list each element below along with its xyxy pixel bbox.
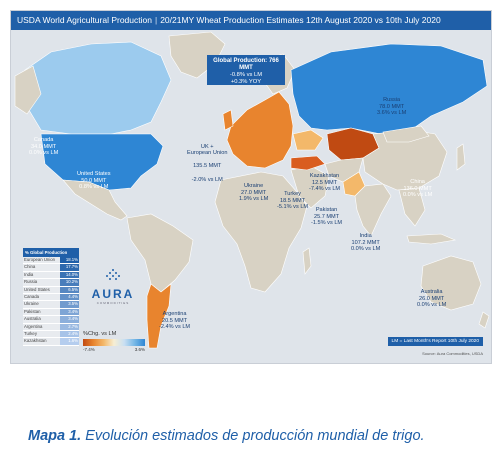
header-subtitle: 20/21MY Wheat Production Estimates 12th …: [160, 15, 441, 25]
table-country: Argentina: [23, 323, 60, 330]
table-share: 2.7%: [60, 323, 79, 330]
label-india: India 107.2 MMT 0.0% vs LM: [351, 233, 381, 253]
legend-title: %Chg. vs LM: [83, 331, 117, 337]
color-legend: %Chg. vs LM -7.4% 3.6%: [83, 331, 145, 352]
table-share: 3.4%: [60, 308, 79, 316]
table-country: Turkey: [23, 330, 60, 338]
australia-shape: [420, 255, 482, 311]
uk-shape: [222, 109, 234, 131]
indonesia-shape: [406, 233, 457, 245]
table-row: Argentina 2.7%: [23, 323, 79, 331]
table-share: 6.5%: [60, 286, 79, 293]
mexico-shape: [62, 179, 128, 221]
global-production-table: % Global Production European Union 18.1% C…: [23, 248, 79, 346]
table-row: Ukraine 3.5%: [23, 301, 79, 309]
label-united-states: United States 50.0 MMT 0.8% vs LM: [77, 171, 111, 191]
legend-gradient-bar: [83, 339, 145, 346]
aura-subtitle: COMMODITIES: [96, 301, 130, 305]
table-row: Turkey 2.4%: [23, 330, 79, 339]
table-row: Canada 4.4%: [23, 293, 79, 302]
table-row: Russia 10.2%: [23, 279, 79, 287]
table-country: Australia: [23, 316, 60, 323]
header-bar: USDA World Agricultural Production | 20/21…: [11, 11, 491, 30]
new-zealand-shape: [478, 311, 490, 329]
south-america-shape: [126, 213, 194, 293]
table-row: European Union 18.1%: [23, 257, 79, 265]
legend-max: 3.6%: [134, 347, 145, 352]
figure-caption: Mapa 1. Evolución estimados de producció…: [28, 428, 425, 444]
aura-wordmark: AURA: [91, 287, 135, 301]
table-row: China 17.7%: [23, 264, 79, 272]
map-panel: USDA World Agricultural Production | 20/21…: [10, 10, 492, 364]
japan-shape: [456, 143, 466, 171]
table-share: 14.0%: [60, 271, 79, 279]
caption-label: Mapa 1.: [28, 428, 82, 444]
label-canada: Canada 34.0 MMT 0.0% vs LM: [29, 137, 59, 157]
table-country: United States: [23, 286, 60, 293]
russia-shape: [290, 43, 488, 135]
mongolia-shape: [382, 125, 430, 143]
table-share: 4.4%: [60, 293, 79, 301]
label-kazakhstan: Kazakhstan 12.5 MMT -7.4% vs LM: [309, 173, 341, 193]
table-row: Pakistan 3.4%: [23, 308, 79, 317]
table-share: 2.4%: [60, 330, 79, 338]
usa-shape: [40, 133, 164, 191]
table-country: India: [23, 271, 60, 279]
caption-text: Evolución estimados de producción mundia…: [85, 428, 425, 444]
table-country: Russia: [23, 279, 60, 286]
label-argentina: Argentina 20.5 MMT -2.4% vs LM: [159, 311, 191, 331]
table-country: Pakistan: [23, 308, 60, 316]
label-china: China 136.0 MMT 0.0% vs LM: [403, 179, 433, 199]
header-title: USDA World Agricultural Production: [17, 15, 152, 25]
table-row: Kazakhstan 1.6%: [23, 338, 79, 346]
africa-shape: [214, 171, 308, 293]
global-production-title: Global Production: 766 MMT: [213, 58, 279, 71]
table-share: 18.1%: [60, 257, 79, 264]
world-map: [11, 30, 491, 363]
alaska-shape: [14, 65, 42, 115]
source-note: Source: Aura Commodities, USDA: [422, 351, 483, 356]
global-yoy: +0.3% YOY: [230, 79, 262, 85]
table-share: 3.5%: [60, 301, 79, 308]
table-share: 10.2%: [60, 279, 79, 286]
label-uk-eu: UK + European Union 135.5 MMT -2.0% vs L…: [187, 143, 228, 183]
table-rows: European Union 18.1% China 17.7% India 14.0% R…: [23, 257, 79, 346]
table-share: 3.4%: [60, 316, 79, 323]
table-share: 1.6%: [60, 338, 79, 345]
label-turkey: Turkey 18.5 MMT -5.1% vs LM: [277, 191, 309, 211]
table-country: Kazakhstan: [23, 338, 60, 345]
label-ukraine: Ukraine 27.0 MMT 1.9% vs LM: [239, 183, 269, 203]
table-row: United States 6.5%: [23, 286, 79, 294]
ukraine-shape: [292, 129, 324, 151]
label-australia: Australia 26.0 MMT 0.0% vs LM: [417, 289, 447, 309]
table-country: China: [23, 264, 60, 271]
table-country: Canada: [23, 293, 60, 301]
lm-note: LM = Last Month's Report 10th July 2020: [387, 337, 483, 346]
canada-shape: [24, 41, 172, 135]
global-production-box: Global Production: 766 MMT -0.8% vs LM +…: [207, 55, 285, 85]
turkey-shape: [290, 155, 326, 171]
table-row: Australia 3.4%: [23, 316, 79, 324]
table-share: 17.7%: [60, 264, 79, 271]
india-shape: [354, 183, 392, 237]
se-asia-shape: [398, 187, 426, 227]
label-pakistan: Pakistan 25.7 MMT -1.5% vs LM: [311, 207, 343, 227]
aura-logo: AURA COMMODITIES: [88, 268, 138, 305]
aura-diamond-icon: [106, 269, 120, 280]
label-russia: Russia 78.0 MMT 3.6% vs LM: [377, 97, 407, 117]
argentina-shape: [146, 283, 172, 349]
eu-shape: [226, 91, 294, 169]
table-country: Ukraine: [23, 301, 60, 308]
madagascar-shape: [302, 247, 312, 275]
legend-min: -7.4%: [83, 347, 95, 352]
table-row: India 14.0%: [23, 271, 79, 280]
table-country: European Union: [23, 257, 60, 264]
global-vs-lm: -0.8% vs LM: [229, 72, 263, 78]
table-title: % Global Production: [23, 248, 79, 257]
